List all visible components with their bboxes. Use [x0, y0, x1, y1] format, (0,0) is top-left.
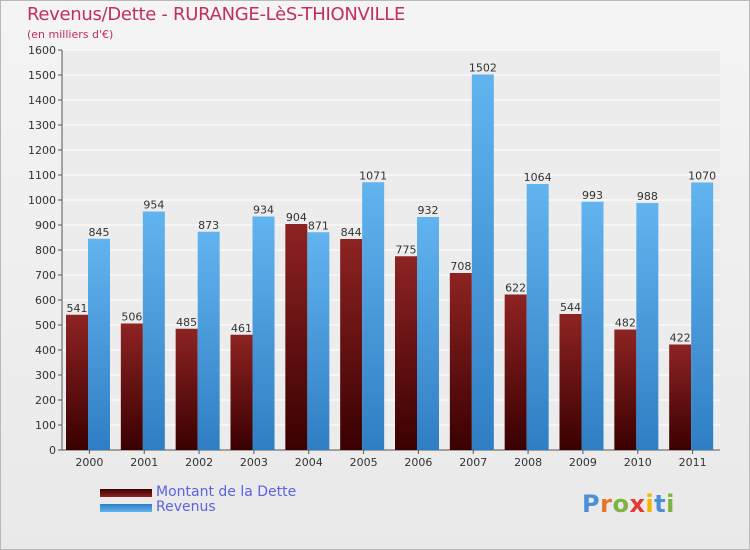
revenue-value-label: 1064: [524, 171, 552, 184]
debt-value-label: 541: [67, 302, 88, 315]
revenue-value-label: 1070: [688, 170, 716, 183]
logo-letter: x: [629, 490, 646, 518]
revenue-bar: [636, 203, 659, 450]
debt-value-label: 506: [121, 311, 142, 324]
y-tick-label: 700: [35, 269, 56, 282]
logo-letter: o: [612, 490, 630, 518]
debt-bar: [559, 314, 582, 450]
revenue-value-label: 954: [143, 199, 164, 212]
revenue-bar: [252, 216, 275, 450]
revenue-value-label: 873: [198, 219, 219, 232]
logo-letter: r: [600, 490, 613, 518]
x-tick-label: 2009: [569, 456, 597, 469]
revenue-value-label: 1502: [469, 62, 497, 75]
debt-value-label: 461: [231, 322, 252, 335]
x-tick-label: 2003: [240, 456, 268, 469]
x-tick-label: 2010: [624, 456, 652, 469]
legend-label-debt: Montant de la Dette: [156, 484, 297, 500]
chart-subtitle: (en milliers d'€): [27, 28, 114, 41]
debt-value-label: 844: [341, 226, 362, 239]
y-tick-label: 1200: [28, 144, 56, 157]
revenue-bar: [197, 231, 220, 450]
debt-value-label: 775: [396, 243, 417, 256]
debt-bar: [449, 273, 472, 450]
x-tick-label: 2000: [75, 456, 103, 469]
x-tick-label: 2011: [679, 456, 707, 469]
legend-label-revenue: Revenus: [156, 499, 216, 515]
x-tick-label: 2007: [459, 456, 487, 469]
debt-bar: [669, 344, 692, 450]
logo-letter: t: [654, 490, 667, 518]
revenue-value-label: 988: [637, 190, 658, 203]
y-tick-label: 300: [35, 369, 56, 382]
revenue-bar: [307, 232, 330, 450]
revenue-bar: [142, 211, 165, 450]
y-tick-label: 800: [35, 244, 56, 257]
x-tick-label: 2006: [404, 456, 432, 469]
debt-bar: [504, 294, 527, 450]
revenue-bar: [88, 238, 110, 450]
revenue-value-label: 871: [308, 219, 329, 232]
debt-value-label: 904: [286, 211, 307, 224]
y-tick-label: 1000: [28, 194, 56, 207]
y-tick-label: 200: [35, 394, 56, 407]
revenue-value-label: 1071: [359, 169, 387, 182]
revenue-bar: [581, 201, 604, 450]
debt-value-label: 485: [176, 316, 197, 329]
revenue-value-label: 934: [253, 204, 274, 217]
y-tick-label: 1100: [28, 169, 56, 182]
debt-value-label: 708: [450, 260, 471, 273]
legend-swatch-revenue: [100, 504, 152, 512]
debt-bar: [614, 329, 637, 450]
debt-bar: [285, 224, 308, 450]
debt-bar: [175, 328, 198, 450]
x-tick-label: 2004: [295, 456, 323, 469]
revenue-value-label: 932: [418, 204, 439, 217]
y-tick-label: 1600: [28, 44, 56, 57]
revenue-bar: [417, 217, 439, 450]
debt-bar: [66, 314, 88, 450]
x-tick-label: 2001: [130, 456, 158, 469]
revenue-bar: [362, 182, 385, 450]
y-tick-label: 100: [35, 419, 56, 432]
y-tick-label: 1300: [28, 119, 56, 132]
revenue-bar: [691, 182, 714, 450]
debt-value-label: 482: [615, 317, 636, 330]
revenue-bar: [526, 184, 549, 450]
y-tick-label: 1400: [28, 94, 56, 107]
x-tick-label: 2005: [350, 456, 378, 469]
debt-value-label: 422: [670, 332, 691, 345]
debt-bar: [340, 239, 363, 450]
debt-value-label: 622: [505, 282, 526, 295]
x-tick-label: 2008: [514, 456, 542, 469]
legend-swatch-debt: [100, 489, 152, 497]
logo-letter: i: [645, 490, 655, 518]
y-tick-label: 1500: [28, 69, 56, 82]
revenue-value-label: 845: [89, 226, 110, 239]
revenue-value-label: 993: [582, 189, 603, 202]
y-tick-label: 0: [49, 444, 56, 457]
revenue-bar: [471, 74, 494, 450]
debt-value-label: 544: [560, 301, 581, 314]
proxiti-logo: Proxiti: [582, 490, 675, 518]
y-tick-label: 400: [35, 344, 56, 357]
debt-bar: [120, 323, 143, 450]
logo-letter: i: [666, 490, 675, 518]
logo-letter: P: [582, 490, 601, 518]
y-tick-label: 600: [35, 294, 56, 307]
debt-bar: [230, 334, 253, 450]
x-tick-label: 2002: [185, 456, 213, 469]
chart-title: Revenus/Dette - RURANGE-LèS-THIONVILLE: [27, 4, 406, 25]
y-tick-label: 500: [35, 319, 56, 332]
debt-bar: [395, 256, 417, 450]
y-tick-label: 900: [35, 219, 56, 232]
